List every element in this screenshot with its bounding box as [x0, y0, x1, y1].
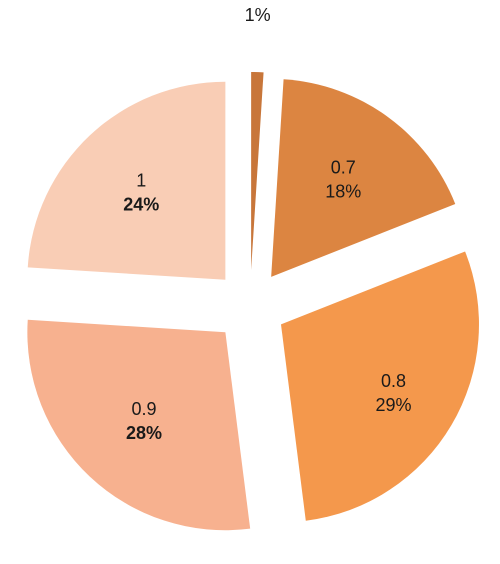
slice-category-label: 0.7: [331, 158, 356, 178]
slice-percent-label: 28%: [126, 423, 162, 443]
slice-percent-label: 24%: [123, 194, 159, 214]
pie-slice-0-9: [27, 319, 251, 531]
pie-slice-1: [27, 81, 226, 280]
pie-slice-0-8: [280, 251, 479, 521]
slice-percent-label: 29%: [375, 395, 411, 415]
slice-category-label: 1: [136, 170, 146, 190]
pie-slice-0-7: [271, 79, 456, 277]
slice-category-label: 0.6: [245, 0, 270, 1]
slice-percent-label: 1%: [245, 5, 271, 25]
slice-category-label: 0.9: [131, 399, 156, 419]
slice-category-label: 0.8: [381, 371, 406, 391]
slice-percent-label: 18%: [325, 182, 361, 202]
pie-slice-0-6: [251, 72, 264, 271]
